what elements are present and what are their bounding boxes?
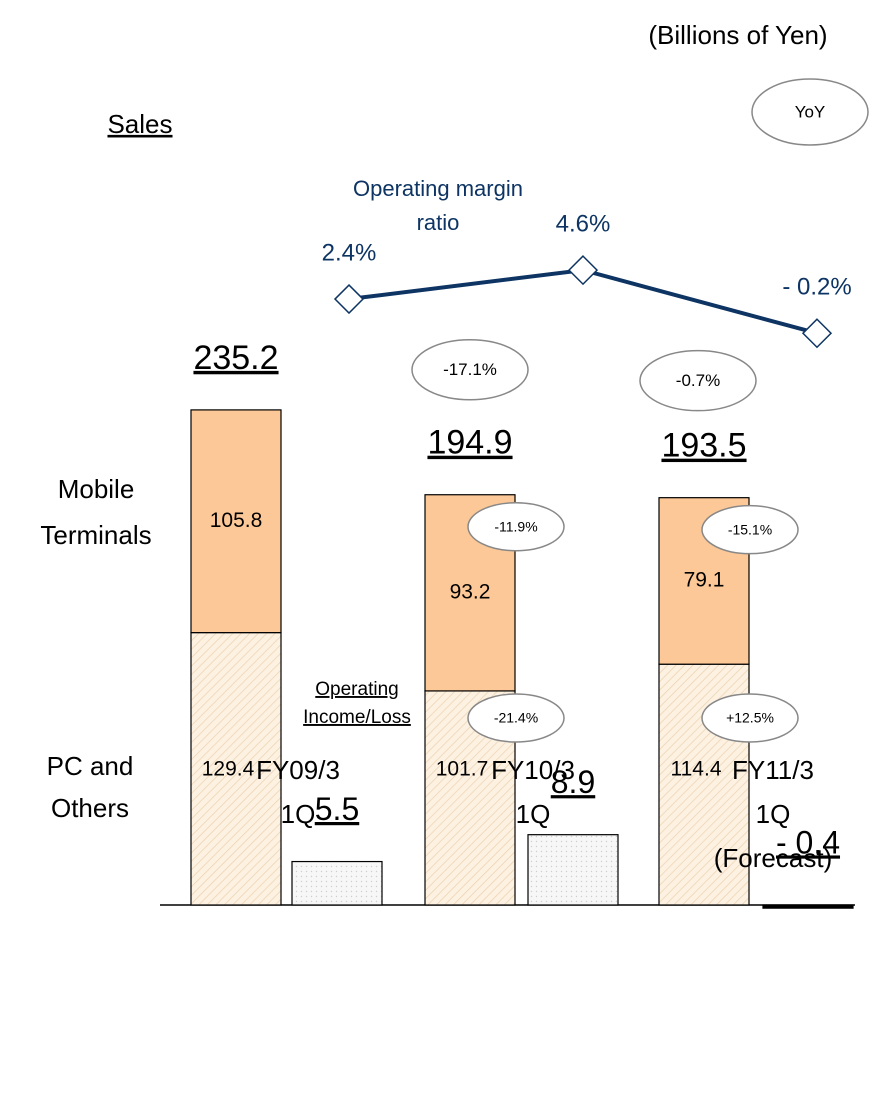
yoy-ellipse — [411, 338, 529, 401]
margin-label: - 0.2% — [782, 274, 851, 301]
segment-value: 101.7 — [436, 758, 489, 781]
yoy-label: -15.1% — [728, 521, 772, 537]
x-tick-label: 1Q — [756, 799, 791, 829]
x-tick-label: FY10/3 — [491, 755, 575, 785]
operating-income-bar — [291, 860, 383, 906]
yoy-ellipse — [701, 693, 799, 743]
operating-income-bar — [527, 834, 619, 906]
sales-bar-segment — [190, 409, 282, 634]
x-tick-label: 1Q — [516, 799, 551, 829]
segment-name: Terminals — [40, 520, 151, 550]
yoy-label: +12.5% — [726, 710, 774, 726]
yoy-ellipse — [701, 504, 799, 555]
margin-label: 4.6% — [556, 210, 611, 237]
yoy-ellipse — [467, 501, 565, 552]
operating-income-name: Operating — [315, 679, 398, 700]
segment-value: 93.2 — [450, 580, 491, 603]
total-label: 235.2 — [193, 339, 278, 377]
sales-bar-segment — [190, 632, 282, 906]
x-tick-label: (Forecast) — [714, 843, 832, 873]
margin-marker — [801, 318, 833, 349]
margin-label: 2.4% — [322, 239, 377, 266]
unit-label: (Billions of Yen) — [648, 20, 827, 50]
chart-title: Sales — [107, 109, 172, 139]
operating-income-name: Income/Loss — [303, 707, 411, 728]
yoy-legend: YoY — [795, 102, 826, 121]
segment-name: Mobile — [58, 474, 135, 504]
operating-income-bar — [762, 904, 854, 909]
segment-value: 129.4 — [202, 758, 255, 781]
margin-name: Operating margin — [353, 176, 523, 201]
margin-marker — [567, 255, 599, 286]
yoy-legend-ellipse — [751, 78, 869, 146]
operating-income-label: 5.5 — [315, 791, 359, 827]
yoy-label: -11.9% — [494, 518, 537, 534]
yoy-label: -21.4% — [494, 710, 538, 726]
segment-value: 105.8 — [210, 509, 263, 532]
total-label: 194.9 — [427, 424, 512, 462]
yoy-ellipse — [467, 693, 565, 743]
segment-value: 79.1 — [684, 568, 725, 591]
x-tick-label: FY09/3 — [256, 755, 340, 785]
yoy-ellipse — [639, 349, 757, 412]
x-tick-label: FY11/3 — [732, 755, 814, 785]
margin-name: ratio — [417, 210, 460, 235]
operating-income-label: - 0.4 — [776, 824, 840, 860]
yoy-label: -17.1% — [443, 360, 497, 379]
operating-income-label: 8.9 — [551, 764, 595, 800]
segment-name: Others — [51, 793, 129, 823]
segment-value: 114.4 — [671, 758, 722, 781]
segment-name: PC and — [47, 751, 134, 781]
x-tick-label: 1Q — [281, 799, 316, 829]
total-label: 193.5 — [661, 427, 746, 465]
margin-marker — [333, 283, 365, 315]
yoy-label: -0.7% — [676, 371, 720, 390]
